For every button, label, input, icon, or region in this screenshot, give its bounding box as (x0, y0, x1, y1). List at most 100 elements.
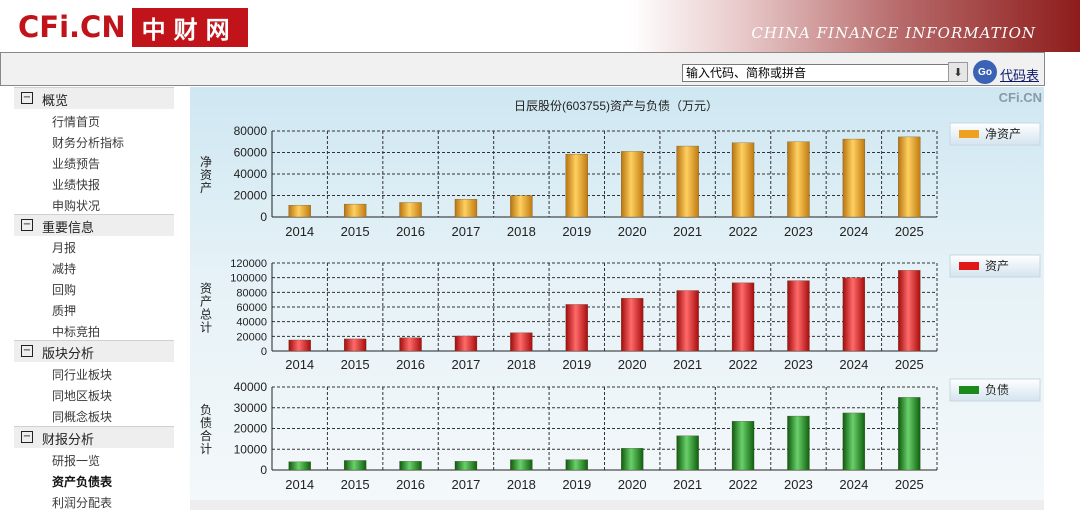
y-tick-label: 20000 (236, 331, 267, 343)
dropdown-button[interactable]: ⬇ (948, 62, 968, 82)
x-tick-label: 2021 (673, 224, 702, 239)
site-logo[interactable]: CFi.CN 中财网 (18, 7, 248, 47)
collapse-icon[interactable]: − (21, 92, 33, 104)
y-tick-label: 0 (261, 346, 267, 358)
legend-label: 资产 (985, 259, 1009, 273)
x-tick-label: 2017 (451, 477, 480, 492)
site-header: CFi.CN 中财网 CHINA FINANCE INFORMATION (0, 0, 1080, 52)
x-tick-label: 2024 (839, 224, 868, 239)
legend-label: 负债 (985, 383, 1009, 397)
sidebar-section-sector[interactable]: − 版块分析 (14, 340, 174, 362)
panel-footer (190, 500, 1044, 510)
y-tick-label: 40000 (234, 167, 268, 181)
bar (399, 337, 422, 352)
y-tick-label: 40000 (236, 317, 267, 329)
x-tick-label: 2024 (839, 477, 868, 492)
chart-1: 0 20000 40000 60000 80000 100000 120000 2014 201… (200, 254, 1041, 372)
sidebar-item[interactable]: 减持 (52, 262, 77, 276)
sidebar-item[interactable]: 研报一览 (52, 454, 101, 468)
logo-cn: 中财网 (131, 7, 248, 47)
sidebar-item-active[interactable]: 资产负债表 (52, 475, 113, 489)
sidebar-item[interactable]: 同行业板块 (52, 368, 113, 382)
sidebar-item[interactable]: 同地区板块 (52, 389, 113, 403)
x-tick-label: 2023 (784, 477, 813, 492)
sidebar-item[interactable]: 财务分析指标 (52, 136, 125, 150)
bar (288, 205, 311, 218)
legend: 负债 (949, 378, 1041, 402)
down-arrow-icon: ⬇ (953, 65, 963, 79)
x-tick-label: 2021 (673, 357, 702, 372)
sidebar-item[interactable]: 利润分配表 (52, 496, 113, 510)
sidebar-section-financial[interactable]: − 财报分析 (14, 426, 174, 448)
sidebar-item[interactable]: 行情首页 (52, 115, 101, 129)
bar (510, 459, 533, 471)
sidebar-section-title: 概览 (42, 94, 69, 109)
x-tick-label: 2018 (507, 224, 536, 239)
bar (787, 141, 810, 218)
sidebar-item[interactable]: 质押 (52, 304, 77, 318)
sidebar-section-title: 版块分析 (42, 347, 95, 362)
bar (454, 335, 478, 352)
bar (898, 270, 921, 352)
code-table-link[interactable]: 代码表 (1000, 69, 1040, 84)
search-input[interactable]: 输入代码、简称或拼音 (682, 64, 954, 82)
x-tick-label: 2014 (285, 477, 314, 492)
legend-swatch (959, 262, 979, 270)
x-tick-label: 2017 (451, 224, 480, 239)
bar (676, 290, 699, 352)
bar (787, 280, 810, 352)
collapse-icon[interactable]: − (21, 345, 33, 357)
sidebar-item[interactable]: 月报 (52, 241, 77, 255)
sidebar-item[interactable]: 同概念板块 (52, 410, 113, 424)
chart-0: 0 20000 40000 60000 80000 2014 2015 2016 2017 201… (200, 122, 1041, 239)
sidebar-item[interactable]: 业绩快报 (52, 178, 101, 192)
sidebar-section-title: 财报分析 (42, 433, 95, 448)
y-axis-label: 资产总计 (200, 282, 212, 335)
bar (621, 448, 644, 471)
y-tick-label: 100000 (230, 273, 267, 285)
sidebar-section-important[interactable]: − 重要信息 (14, 214, 174, 236)
sidebar-item[interactable]: 中标竞拍 (52, 325, 101, 339)
bar (510, 332, 533, 352)
x-tick-label: 2020 (618, 477, 647, 492)
bar (898, 136, 921, 218)
sidebar-item[interactable]: 回购 (52, 283, 77, 297)
x-tick-label: 2014 (285, 357, 314, 372)
y-tick-label: 0 (260, 210, 267, 224)
sidebar-section-overview[interactable]: − 概览 (14, 87, 174, 109)
sidebar-item[interactable]: 申购状况 (52, 199, 101, 213)
collapse-icon[interactable]: − (21, 219, 33, 231)
sidebar-item[interactable]: 业绩预告 (52, 157, 101, 171)
bar (842, 277, 866, 352)
y-tick-label: 60000 (234, 146, 268, 160)
bar (510, 195, 533, 218)
y-tick-label: 20000 (234, 422, 268, 436)
y-tick-label: 80000 (236, 287, 267, 299)
x-tick-label: 2015 (341, 224, 370, 239)
collapse-icon[interactable]: − (21, 431, 33, 443)
sidebar-section-title: 重要信息 (42, 221, 95, 236)
legend-label: 净资产 (985, 127, 1021, 141)
y-tick-label: 20000 (234, 189, 268, 203)
bar (731, 142, 755, 218)
x-tick-label: 2018 (507, 357, 536, 372)
x-tick-label: 2016 (396, 477, 425, 492)
sidebar: − 概览 行情首页 财务分析指标 业绩预告 业绩快报 申购状况 − 重要信息 月… (0, 86, 182, 510)
x-tick-label: 2022 (729, 477, 758, 492)
x-tick-label: 2022 (729, 357, 758, 372)
go-button[interactable]: Go (973, 60, 997, 84)
x-tick-label: 2016 (396, 357, 425, 372)
x-tick-label: 2017 (451, 357, 480, 372)
bar (399, 461, 422, 471)
bar (676, 435, 699, 471)
legend-box (949, 378, 1041, 402)
y-tick-label: 0 (260, 463, 267, 477)
chart-svg: 日辰股份(603755)资产与负债（万元） CFi.CN 0 20000 40000… (200, 90, 1042, 492)
x-tick-label: 2020 (618, 357, 647, 372)
logo-en: CFi.CN (18, 10, 126, 44)
y-tick-label: 60000 (236, 302, 267, 314)
x-tick-label: 2021 (673, 477, 702, 492)
bar (621, 151, 644, 218)
y-tick-label: 10000 (234, 442, 268, 456)
x-tick-label: 2019 (562, 224, 591, 239)
